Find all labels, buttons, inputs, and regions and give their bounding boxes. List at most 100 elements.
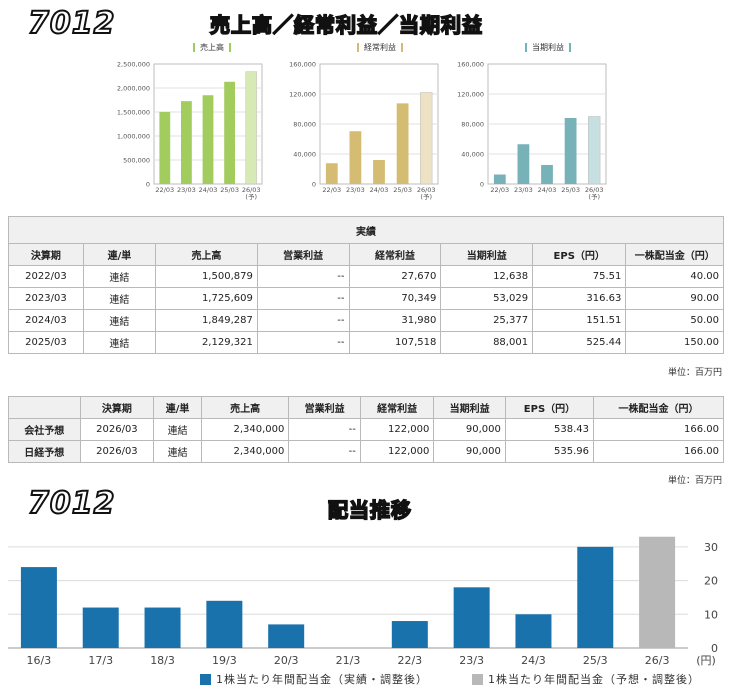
dividend-title: 配当推移 (327, 497, 412, 523)
y-tick-label: 30 (704, 541, 718, 554)
table-cell: 538.43 (504, 418, 595, 441)
mini-legend-label: 売上高 (200, 43, 224, 52)
table-cell: 53,029 (440, 287, 534, 310)
table-row: 会社予想 2026/03 連結 2,340,000 -- 122,000 90,000 538… (8, 418, 724, 441)
unit-label: (円) (696, 654, 716, 667)
results-group-header: 実績 (8, 216, 724, 244)
mini-legend-label: 当期利益 (532, 43, 564, 52)
x-tick-label: 22/3 (397, 654, 422, 667)
table-cell: 2,129,321 (155, 331, 258, 354)
table-cell: 2025/03 (8, 331, 84, 354)
mini-legend-1: 経常利益 (352, 42, 408, 53)
x-tick-label: 21/3 (336, 654, 361, 667)
forecast-header-row: 決算期 連/単 売上高 営業利益 経常利益 当期利益 EPS（円） 一株配当金（円） (8, 396, 724, 419)
results-col-header: 営業利益 (256, 243, 350, 266)
table-row: 2022/03 連結 1,500,879 -- 27,670 12,638 75.51 40.… (8, 265, 724, 288)
bar-25/03 (396, 103, 409, 184)
dividend-bar-17/3 (82, 607, 119, 648)
table-cell: 連結 (82, 287, 157, 310)
legend-marker (525, 43, 527, 52)
y-tick-label: 160,000 (457, 61, 484, 69)
results-col-header: 経常利益 (348, 243, 442, 266)
forecast-corner (8, 396, 81, 419)
table-cell: 151.51 (532, 309, 627, 332)
forecast-col-header: 売上高 (200, 396, 290, 419)
mini-legend-label: 経常利益 (364, 43, 396, 52)
y-tick-label: 10 (704, 608, 718, 621)
y-tick-label: 120,000 (457, 91, 484, 99)
forecast-col-header: EPS（円） (504, 396, 595, 419)
results-col-header: 売上高 (155, 243, 258, 266)
bar-23/03 (181, 101, 192, 184)
x-tick-label: 26/03 (417, 186, 436, 194)
x-tick-label: 24/03 (538, 186, 557, 194)
y-tick-label: 80,000 (293, 121, 316, 129)
dividend-chart: 0 10 20 30 16/3 17/3 18/3 19/3 20/3 21/3 22/3 23/3 2… (8, 536, 718, 667)
x-tick-label: 24/03 (370, 186, 389, 194)
y-tick-label: 20 (704, 575, 718, 588)
mini-legend-2: 当期利益 (520, 42, 576, 53)
table-cell: 150.00 (625, 331, 724, 354)
forecast-row-label: 会社予想 (8, 418, 81, 441)
x-tick-label: 23/03 (514, 186, 533, 194)
forecast-marker-label: (予) (588, 193, 600, 201)
table-cell: 連結 (82, 331, 157, 354)
x-tick-label: 25/3 (583, 654, 608, 667)
y-tick-label: 0 (480, 181, 484, 189)
legend-forecast-label: 1株当たり年間配当金（予想・調整後） (488, 673, 700, 686)
forecast-col-header: 決算期 (79, 396, 155, 419)
table-cell: 316.63 (532, 287, 627, 310)
table-cell: 25,377 (440, 309, 534, 332)
legend-marker (401, 43, 403, 52)
forecast-marker-label: (予) (420, 193, 432, 201)
table-cell: 90.00 (625, 287, 724, 310)
table-cell: 2022/03 (8, 265, 84, 288)
y-tick-label: 500,000 (123, 157, 150, 165)
forecast-row-label: 日経予想 (8, 440, 81, 463)
stock-code: 7012 (27, 5, 116, 42)
bar-23/03 (517, 144, 530, 184)
x-tick-label: 26/03 (242, 186, 261, 194)
forecast-unit: 単位：百万円 (667, 476, 722, 486)
table-cell: 90,000 (433, 440, 506, 463)
x-tick-label: 19/3 (212, 654, 237, 667)
dividend-bar-19/3 (206, 600, 243, 648)
bar-22/03 (493, 174, 506, 184)
dividend-legend-forecast: 1株当たり年間配当金（予想・調整後） (472, 671, 700, 687)
bar-22/03 (325, 163, 338, 184)
table-cell: -- (288, 418, 361, 441)
table-cell: -- (288, 440, 361, 463)
y-tick-label: 2,500,000 (117, 61, 150, 69)
forecast-marker-label: (予) (245, 193, 257, 201)
dividend-bar-16/3 (20, 567, 57, 648)
table-cell: -- (256, 287, 350, 310)
bar-25/03 (224, 81, 235, 184)
bar-26/03 (245, 71, 257, 185)
x-tick-label: 22/03 (490, 186, 509, 194)
table-row: 2024/03 連結 1,849,287 -- 31,980 25,377 151.51 50… (8, 309, 724, 332)
x-tick-label: 25/03 (220, 186, 239, 194)
x-tick-label: 26/03 (585, 186, 604, 194)
dividend-bar-22/3 (391, 621, 428, 648)
x-tick-label: 26/3 (645, 654, 670, 667)
table-cell: 連結 (153, 418, 202, 441)
legend-marker (357, 43, 359, 52)
x-tick-label: 18/3 (150, 654, 175, 667)
table-cell: 1,725,609 (155, 287, 258, 310)
y-tick-label: 160,000 (289, 61, 316, 69)
table-cell: 1,849,287 (155, 309, 258, 332)
table-cell: 2026/03 (79, 440, 155, 463)
legend-marker (569, 43, 571, 52)
x-tick-label: 22/03 (322, 186, 341, 194)
table-cell: 12,638 (440, 265, 534, 288)
legend-actual-label: 1株当たり年間配当金（実績・調整後） (216, 673, 428, 686)
mini-chart-1: 160,000 120,000 80,000 40,000 0 22/03 23/03 24/… (289, 61, 439, 201)
table-cell: 75.51 (532, 265, 627, 288)
table-cell: 31,980 (348, 309, 442, 332)
legend-forecast-swatch (472, 673, 483, 685)
dividend-stock-code: 7012 (27, 485, 116, 522)
x-tick-label: 23/03 (346, 186, 365, 194)
table-cell: 連結 (82, 309, 157, 332)
page-title: 売上高／経常利益／当期利益 (209, 12, 483, 38)
forecast-col-header: 営業利益 (288, 396, 361, 419)
